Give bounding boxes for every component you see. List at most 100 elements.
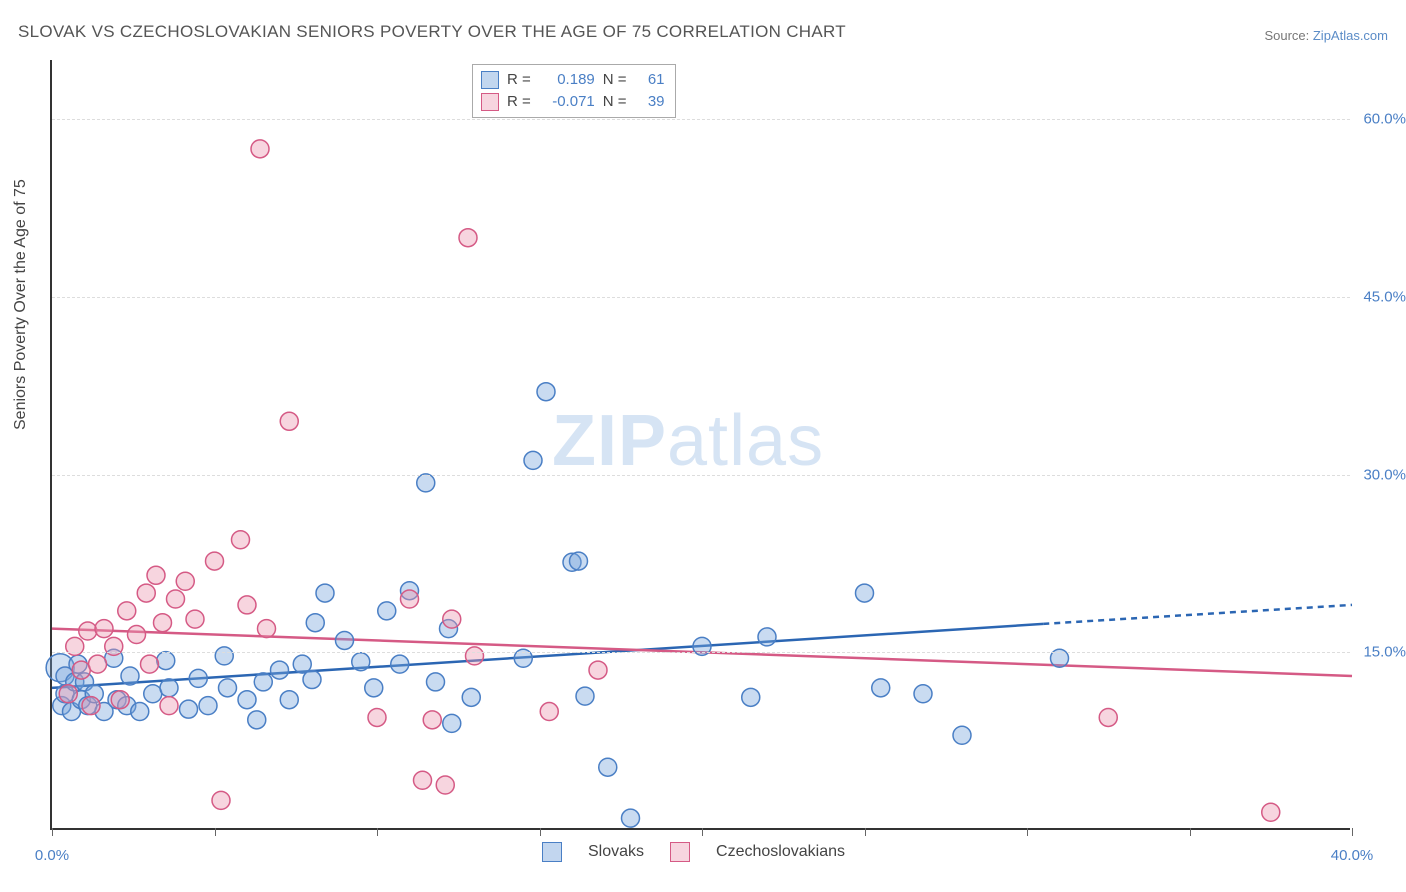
xtick	[1027, 828, 1028, 836]
data-point	[215, 647, 233, 665]
xtick	[1352, 828, 1353, 836]
corr-row-slovaks: R = 0.189 N = 61	[481, 69, 665, 91]
data-point	[365, 679, 383, 697]
data-point	[238, 691, 256, 709]
data-point	[622, 809, 640, 827]
y-axis-label: Seniors Poverty Over the Age of 75	[12, 179, 30, 430]
xtick	[702, 828, 703, 836]
data-point	[189, 669, 207, 687]
data-point	[540, 703, 558, 721]
data-point	[258, 620, 276, 638]
data-point	[391, 655, 409, 673]
points-layer	[52, 60, 1350, 828]
source-prefix: Source:	[1264, 28, 1312, 43]
data-point	[89, 655, 107, 673]
legend-swatch-slovaks-icon	[542, 842, 562, 862]
data-point	[128, 626, 146, 644]
data-point	[176, 572, 194, 590]
n-label: N =	[603, 91, 627, 113]
data-point	[141, 655, 159, 673]
data-point	[758, 628, 776, 646]
data-point	[401, 590, 419, 608]
chart-title: SLOVAK VS CZECHOSLOVAKIAN SENIORS POVERT…	[18, 22, 846, 42]
data-point	[212, 791, 230, 809]
data-point	[466, 647, 484, 665]
gridline	[52, 297, 1350, 298]
xtick	[1190, 828, 1191, 836]
data-point	[414, 771, 432, 789]
data-point	[254, 673, 272, 691]
r-value-slovaks: 0.189	[539, 69, 595, 91]
data-point	[336, 631, 354, 649]
data-point	[111, 691, 129, 709]
data-point	[160, 679, 178, 697]
n-value-czech: 39	[635, 91, 665, 113]
xtick	[865, 828, 866, 836]
data-point	[427, 673, 445, 691]
data-point	[872, 679, 890, 697]
data-point	[570, 552, 588, 570]
data-point	[436, 776, 454, 794]
data-point	[118, 602, 136, 620]
data-point	[206, 552, 224, 570]
corr-row-czech: R = -0.071 N = 39	[481, 91, 665, 113]
data-point	[232, 531, 250, 549]
data-point	[238, 596, 256, 614]
swatch-czech-icon	[481, 93, 499, 111]
data-point	[352, 653, 370, 671]
data-point	[599, 758, 617, 776]
data-point	[167, 590, 185, 608]
data-point	[316, 584, 334, 602]
data-point	[443, 610, 461, 628]
data-point	[462, 688, 480, 706]
gridline	[52, 652, 1350, 653]
data-point	[280, 412, 298, 430]
source-link[interactable]: ZipAtlas.com	[1313, 28, 1388, 43]
data-point	[378, 602, 396, 620]
n-value-slovaks: 61	[635, 69, 665, 91]
data-point	[82, 697, 100, 715]
data-point	[417, 474, 435, 492]
r-label: R =	[507, 69, 531, 91]
data-point	[443, 714, 461, 732]
data-point	[72, 661, 90, 679]
data-point	[186, 610, 204, 628]
xtick-label: 0.0%	[35, 847, 69, 864]
data-point	[147, 566, 165, 584]
data-point	[180, 700, 198, 718]
data-point	[1262, 803, 1280, 821]
data-point	[280, 691, 298, 709]
data-point	[59, 685, 77, 703]
data-point	[121, 667, 139, 685]
gridline	[52, 119, 1350, 120]
legend-swatch-czech-icon	[670, 842, 690, 862]
legend-label-czech: Czechoslovakians	[716, 843, 845, 861]
data-point	[856, 584, 874, 602]
data-point	[423, 711, 441, 729]
plot-area: ZIPatlas R = 0.189 N = 61 R = -0.071 N =…	[50, 60, 1350, 830]
data-point	[160, 697, 178, 715]
gridline	[52, 475, 1350, 476]
data-point	[95, 620, 113, 638]
legend-bottom: Slovaks Czechoslovakians	[542, 842, 845, 862]
data-point	[524, 451, 542, 469]
data-point	[742, 688, 760, 706]
data-point	[131, 703, 149, 721]
ytick-label: 15.0%	[1363, 644, 1406, 661]
data-point	[914, 685, 932, 703]
n-label: N =	[603, 69, 627, 91]
xtick	[52, 828, 53, 836]
xtick	[540, 828, 541, 836]
legend-label-slovaks: Slovaks	[588, 843, 644, 861]
data-point	[368, 708, 386, 726]
source-credit: Source: ZipAtlas.com	[1264, 28, 1388, 43]
data-point	[459, 229, 477, 247]
data-point	[157, 652, 175, 670]
xtick	[215, 828, 216, 836]
data-point	[154, 614, 172, 632]
ytick-label: 45.0%	[1363, 288, 1406, 305]
xtick-label: 40.0%	[1331, 847, 1374, 864]
swatch-slovaks-icon	[481, 71, 499, 89]
data-point	[576, 687, 594, 705]
data-point	[251, 140, 269, 158]
